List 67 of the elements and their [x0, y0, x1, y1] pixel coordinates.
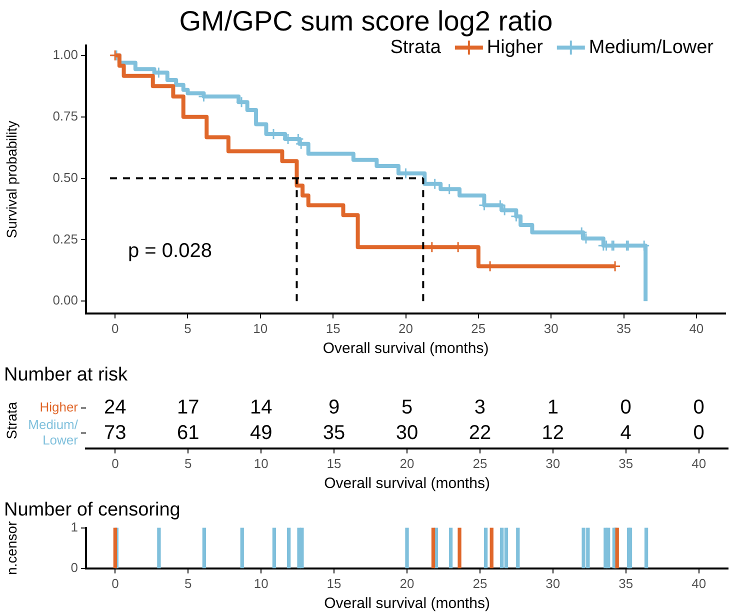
y-tick-label: 0.00	[52, 292, 78, 308]
data-label: 61	[177, 422, 200, 444]
data-label: 12	[542, 422, 564, 444]
x-axis-title: Overall survival (months)	[322, 340, 489, 358]
y-axis-title: Strata	[3, 402, 20, 440]
y-tick-label: Medium/Lower	[28, 417, 79, 448]
data-label: 24	[104, 396, 126, 418]
x-tick-label: 25	[472, 456, 488, 471]
x-tick-label: 35	[618, 576, 634, 591]
x-tick-label: 40	[692, 576, 706, 591]
chart-title: Number of censoring	[4, 500, 180, 521]
x-tick-label: 35	[618, 456, 634, 471]
x-tick-label: 5	[184, 456, 192, 471]
annotation: p = 0.028	[128, 240, 212, 262]
x-tick-label: 25	[472, 576, 488, 591]
x-tick-label: 5	[184, 576, 192, 591]
legend-title: Strata	[390, 36, 442, 58]
x-axis-title: Overall survival (months)	[324, 595, 490, 612]
x-tick-label: 15	[326, 456, 342, 471]
y-axis-title: Survival probability	[3, 120, 20, 238]
x-tick-label: 0	[111, 320, 119, 336]
y-tick-label: Higher	[40, 400, 79, 415]
legend-label: Higher	[486, 36, 544, 58]
y-tick-label: 1.00	[52, 47, 78, 62]
x-axis-title: Overall survival (months)	[324, 475, 490, 492]
y-tick-label: 0.75	[52, 108, 78, 124]
x-tick-label: 10	[253, 320, 268, 336]
data-label: 17	[177, 396, 200, 418]
data-label: 0	[693, 396, 704, 418]
data-label: 49	[250, 422, 272, 444]
x-tick-label: 30	[544, 320, 558, 336]
x-tick-label: 20	[400, 456, 414, 471]
x-tick-label: 20	[400, 576, 414, 591]
y-tick-label: 0.25	[52, 231, 78, 246]
x-tick-label: 40	[692, 456, 706, 471]
x-tick-label: 15	[326, 320, 340, 336]
data-label: 30	[396, 422, 418, 444]
x-tick-label: 0	[112, 456, 119, 471]
data-label: 9	[328, 396, 340, 418]
x-tick-label: 20	[398, 320, 413, 336]
x-tick-label: 35	[616, 320, 631, 336]
x-tick-label: 5	[184, 320, 192, 336]
x-tick-label: 25	[471, 320, 486, 336]
data-label: 35	[322, 422, 346, 444]
data-label: 5	[401, 396, 413, 418]
data-label: 0	[693, 422, 704, 444]
x-tick-label: 40	[689, 320, 704, 336]
x-tick-label: 30	[546, 456, 560, 471]
x-tick-label: 10	[254, 576, 268, 591]
data-label: 0	[620, 396, 632, 418]
chart-title: GM/GPC sum score log2 ratio	[179, 6, 553, 37]
chart-title: Number at risk	[4, 364, 128, 386]
data-label: 4	[620, 422, 632, 444]
legend-label: Medium/Lower	[588, 36, 714, 58]
data-label: 3	[474, 396, 486, 418]
x-tick-label: 10	[254, 456, 268, 471]
data-label: 1	[547, 396, 558, 418]
x-tick-label: 0	[112, 576, 119, 591]
data-label: 73	[104, 422, 126, 444]
x-tick-label: 30	[546, 576, 560, 591]
y-axis-title: n.censor	[3, 520, 20, 575]
y-tick-label: 0.50	[52, 170, 78, 185]
data-label: 22	[468, 422, 492, 444]
y-tick-label: 0	[70, 560, 78, 575]
data-label: 14	[250, 396, 272, 418]
y-tick-label: 1	[70, 519, 78, 534]
x-tick-label: 15	[326, 576, 342, 591]
